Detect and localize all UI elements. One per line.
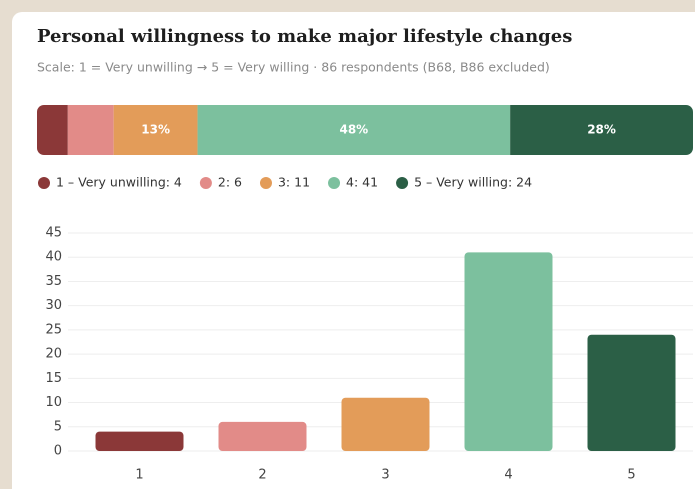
x-tick-label: 2	[258, 468, 266, 483]
y-tick-label: 20	[45, 347, 62, 362]
x-tick-label: 5	[627, 468, 635, 483]
legend-label: 4: 41	[346, 175, 378, 190]
chart-title: Personal willingness to make major lifes…	[37, 26, 572, 47]
x-tick-label: 4	[504, 468, 512, 483]
y-tick-label: 10	[45, 395, 62, 410]
x-tick-label: 1	[135, 468, 143, 483]
stacked-segment	[67, 105, 114, 155]
y-tick-label: 30	[45, 298, 62, 313]
bar	[218, 421, 307, 451]
stacked-segment	[510, 105, 693, 155]
bar	[95, 431, 184, 451]
y-tick-label: 5	[54, 419, 62, 434]
legend-label: 5 – Very willing: 24	[414, 175, 532, 190]
y-tick-label: 45	[45, 226, 62, 241]
legend-label: 3: 11	[278, 175, 310, 190]
y-tick-label: 25	[45, 322, 62, 337]
legend-label: 2: 6	[218, 175, 242, 190]
legend-swatch	[38, 177, 50, 189]
legend-label: 1 – Very unwilling: 4	[56, 175, 182, 190]
bar	[464, 252, 553, 451]
legend-swatch	[259, 177, 272, 189]
bar	[587, 334, 676, 451]
legend-swatch	[199, 177, 212, 189]
segment-label: 48%	[339, 123, 368, 137]
y-tick-label: 0	[54, 444, 62, 459]
bar	[341, 397, 430, 451]
legend-swatch	[396, 177, 409, 189]
x-tick-label: 3	[381, 468, 389, 483]
stacked-segment	[37, 105, 68, 155]
stacked-segment	[113, 105, 198, 155]
segment-label: 28%	[587, 123, 616, 137]
y-tick-label: 35	[45, 274, 62, 289]
legend-swatch	[328, 177, 341, 189]
stacked-segment	[197, 105, 511, 155]
segment-label: 13%	[141, 123, 170, 137]
y-tick-label: 40	[45, 250, 62, 265]
chart-subtitle: Scale: 1 = Very unwilling → 5 = Very wil…	[37, 60, 550, 75]
y-tick-label: 15	[45, 371, 62, 386]
